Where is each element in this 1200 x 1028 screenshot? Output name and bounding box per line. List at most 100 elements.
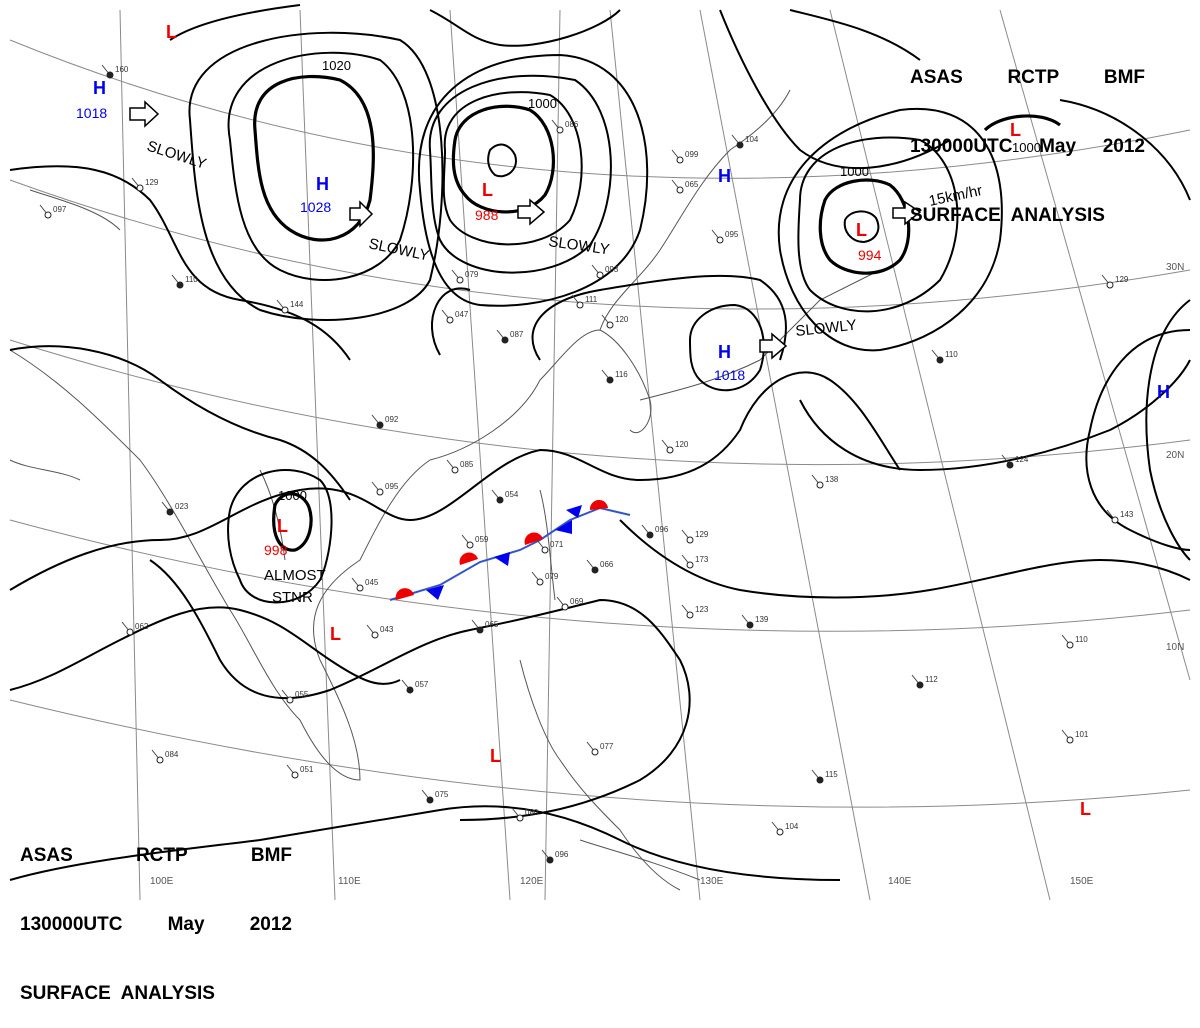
station-model-icon <box>556 126 564 134</box>
station-model-icon <box>1066 641 1074 649</box>
station-model-icon <box>541 546 549 554</box>
station-pressure-label: 110 <box>1075 635 1088 644</box>
movement-arrows <box>129 100 922 360</box>
coastlines <box>9 89 881 891</box>
station-model-icon <box>501 336 509 344</box>
station-model: 055 <box>281 689 309 704</box>
station-model-icon <box>686 561 694 569</box>
svg-text:150E: 150E <box>1070 876 1094 887</box>
station-pressure-label: 059 <box>475 535 489 544</box>
station-pressure-label: 066 <box>600 560 614 569</box>
station-pressure-label: 129 <box>695 530 709 539</box>
svg-text:L: L <box>490 746 501 766</box>
station-model-icon <box>456 276 464 284</box>
station-model: 096 <box>541 849 569 864</box>
station-model: 047 <box>441 309 469 324</box>
high-center: H 1018 <box>714 342 745 383</box>
station-model: 129 <box>681 529 709 544</box>
station-model-icon <box>1066 736 1074 744</box>
svg-text:L: L <box>1080 799 1091 819</box>
station-pressure-label: 096 <box>655 525 669 534</box>
station-pressure-label: 173 <box>695 555 709 564</box>
station-pressure-label: 138 <box>825 475 839 484</box>
station-model: 120 <box>661 439 689 454</box>
station-model-icon <box>106 71 114 79</box>
isobar-label: 1000 <box>840 164 869 179</box>
station-model: 110 <box>931 349 958 364</box>
station-model: 065 <box>471 619 499 634</box>
isobar-label: 1000 <box>1012 140 1041 155</box>
station-pressure-label: 069 <box>570 597 584 606</box>
header-line-2: 130000UTC May 2012 <box>20 914 292 935</box>
station-model: 104 <box>771 821 799 836</box>
station-model-icon <box>176 281 184 289</box>
station-model: 069 <box>556 596 584 611</box>
station-model: 115 <box>811 769 838 784</box>
station-model: 160 <box>101 64 129 79</box>
station-model-icon <box>686 611 694 619</box>
low-center: L <box>330 624 341 644</box>
low-center: L 994 <box>856 220 882 263</box>
header-line-1: ASAS RCTP BMF <box>910 67 1145 88</box>
station-pressure-label: 110 <box>945 350 958 359</box>
station-model: 075 <box>421 789 449 804</box>
station-model-icon <box>776 828 784 836</box>
station-model: 110 <box>171 274 198 289</box>
station-pressure-label: 065 <box>485 620 499 629</box>
station-model-icon <box>676 156 684 164</box>
svg-text:L: L <box>330 624 341 644</box>
station-model-icon <box>591 566 599 574</box>
station-model: 077 <box>586 741 614 756</box>
station-model-icon <box>716 236 724 244</box>
station-model-icon <box>591 748 599 756</box>
station-model: 095 <box>711 229 739 244</box>
isobar-labels: 1020 1000 1000 1000 1000 <box>278 58 1041 503</box>
latitude-labels: 30N 20N 10N <box>1166 262 1184 653</box>
station-model-icon <box>406 686 414 694</box>
movement-label: SLOWLY <box>367 235 431 264</box>
svg-text:1018: 1018 <box>76 105 107 121</box>
station-model-icon <box>561 603 569 611</box>
station-model: 095 <box>371 481 399 496</box>
svg-text:140E: 140E <box>888 876 912 887</box>
station-model: 173 <box>681 554 709 569</box>
station-models: 160 129 097 110 144 047 092 085 095 054 059 071 066 0… <box>39 64 1134 864</box>
high-center: H 1018 <box>76 78 107 121</box>
svg-text:H: H <box>718 342 731 362</box>
station-model-icon <box>736 141 744 149</box>
station-model: 079 <box>531 571 559 586</box>
station-pressure-label: 110 <box>185 275 198 284</box>
station-pressure-label: 116 <box>615 370 628 379</box>
station-model-icon <box>44 211 52 219</box>
station-model-icon <box>1111 516 1119 524</box>
station-model: 043 <box>366 624 394 639</box>
station-pressure-label: 057 <box>415 680 429 689</box>
station-model: 062 <box>121 621 149 636</box>
station-model: 116 <box>601 369 628 384</box>
station-model-icon <box>291 771 299 779</box>
station-model: 071 <box>536 539 564 554</box>
graticule <box>9 9 1191 900</box>
station-model: 138 <box>811 474 839 489</box>
station-pressure-label: 054 <box>505 490 519 499</box>
station-model: 112 <box>911 674 938 689</box>
high-center: H <box>718 166 731 186</box>
station-model: 129 <box>131 177 159 192</box>
station-pressure-label: 047 <box>455 310 469 319</box>
station-model-icon <box>476 626 484 634</box>
station-model: 123 <box>681 604 709 619</box>
svg-text:H: H <box>93 78 106 98</box>
station-model: 080 <box>511 807 539 822</box>
station-pressure-label: 051 <box>300 765 314 774</box>
chart-header-top: ASAS RCTP BMF 130000UTC May 2012 SURFACE ANA… <box>910 20 1145 250</box>
isobar-label: 1000 <box>528 96 557 111</box>
station-model-icon <box>606 376 614 384</box>
station-model: 045 <box>351 577 379 592</box>
station-model: 051 <box>286 764 314 779</box>
station-model-icon <box>136 184 144 192</box>
station-model: 111 <box>571 294 598 309</box>
station-pressure-label: 129 <box>145 178 159 187</box>
station-model-icon <box>606 321 614 329</box>
station-model: 139 <box>741 614 769 629</box>
high-center: H 1028 <box>300 174 331 215</box>
